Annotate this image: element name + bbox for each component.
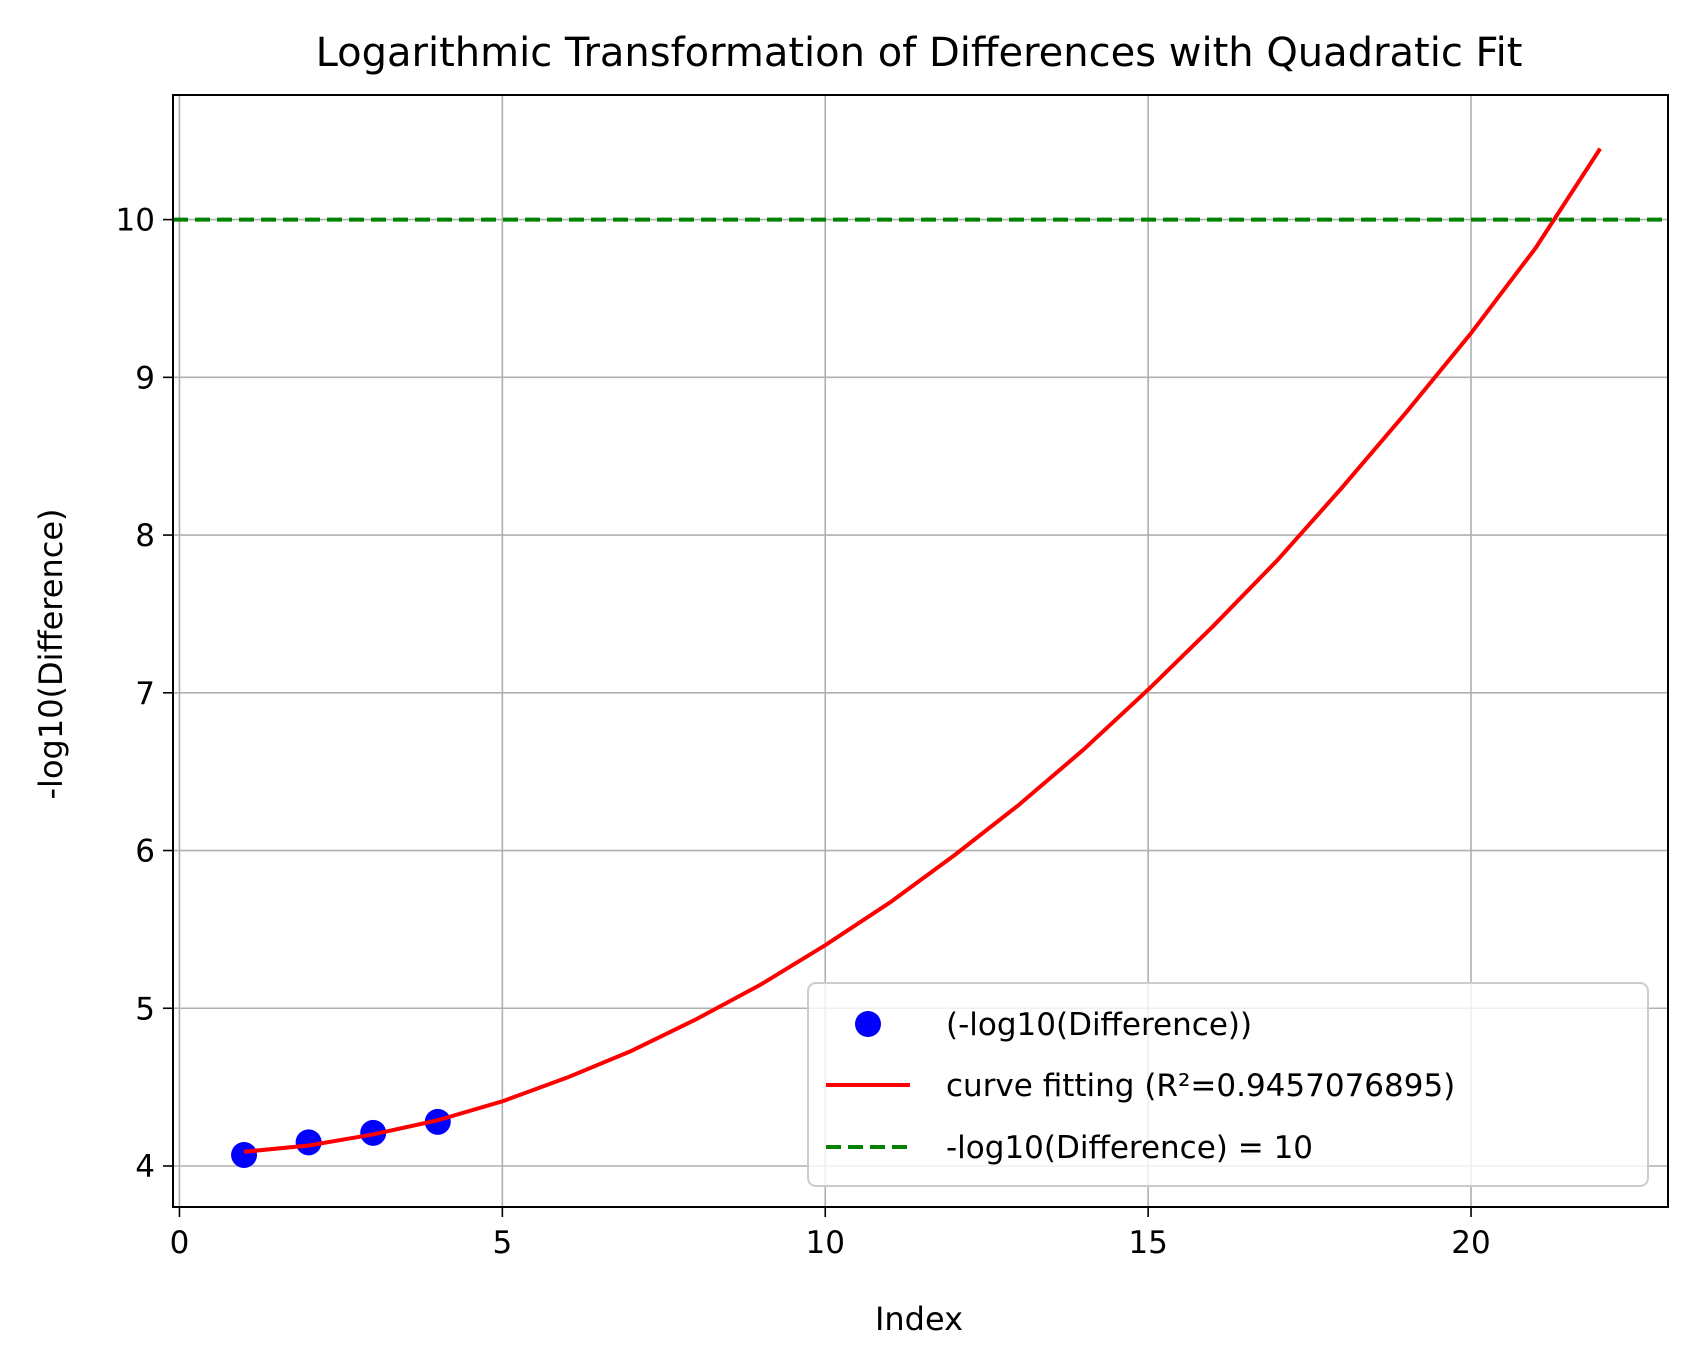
y-axis-label: -log10(Difference)	[32, 509, 70, 800]
legend-box	[807, 982, 1649, 1187]
legend-label: curve fitting (R²=0.9457076895)	[946, 1068, 1455, 1104]
x-tick-label: 0	[170, 1225, 190, 1261]
data-point	[295, 1129, 322, 1156]
plot-data	[173, 147, 1668, 1168]
y-tick-label: 7	[135, 676, 155, 712]
legend-label: (-log10(Difference))	[946, 1007, 1252, 1043]
fit-curve	[243, 147, 1602, 1154]
chart-title: Logarithmic Transformation of Difference…	[316, 30, 1523, 76]
axis-ticks: 0 5 10 15 20 4 5 6 7 8 9 10	[116, 203, 1491, 1261]
x-tick-label: 15	[1128, 1225, 1167, 1261]
y-tick-label: 6	[135, 834, 155, 870]
legend: (-log10(Difference)) curve fitting (R²=0.…	[807, 982, 1649, 1187]
y-tick-label: 4	[135, 1149, 155, 1185]
data-point	[231, 1141, 258, 1168]
y-tick-label: 8	[135, 518, 155, 554]
grid	[173, 95, 1668, 1207]
y-tick-label: 5	[135, 991, 155, 1027]
x-axis-label: Index	[875, 1300, 963, 1338]
legend-label: -log10(Difference) = 10	[946, 1130, 1313, 1166]
y-tick-label: 9	[135, 360, 155, 396]
plot-frame	[172, 94, 1669, 1208]
x-tick-label: 10	[806, 1225, 845, 1261]
y-tick-label: 10	[116, 203, 155, 239]
x-tick-label: 5	[492, 1225, 512, 1261]
legend-marker-scatter	[855, 1011, 881, 1037]
x-tick-label: 20	[1451, 1225, 1490, 1261]
